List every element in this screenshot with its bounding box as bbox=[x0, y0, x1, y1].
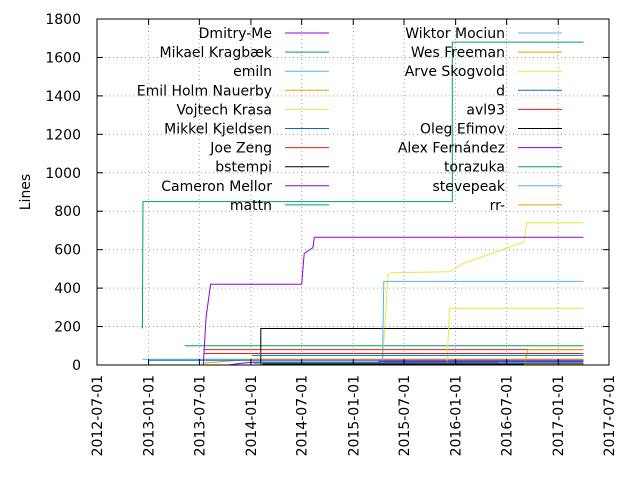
series-line bbox=[229, 361, 584, 366]
legend-label: Wes Freeman bbox=[411, 45, 505, 61]
legend-label: Alex Fernández bbox=[398, 141, 505, 157]
legend: Dmitry-Me Mikael Kragbæk emiln Emil Holm Na… bbox=[137, 26, 562, 214]
y-axis-label: Lines bbox=[18, 174, 34, 210]
legend-label: Mikael Kragbæk bbox=[159, 45, 272, 61]
y-tick-label: 1000 bbox=[45, 166, 81, 182]
y-tick-label: 1200 bbox=[45, 127, 81, 143]
x-tick-label: 2015-07-01 bbox=[397, 375, 413, 456]
x-tick-label: 2015-01-01 bbox=[346, 375, 362, 456]
legend-label: Emil Holm Nauerby bbox=[137, 83, 272, 99]
legend-label: stevepeak bbox=[433, 179, 506, 195]
series-line bbox=[523, 349, 584, 366]
legend-label: Arve Skogvold bbox=[405, 64, 505, 80]
legend-label: Wiktor Mociun bbox=[405, 26, 505, 42]
legend-label: Joe Zeng bbox=[209, 141, 272, 157]
x-tick-label: 2013-01-01 bbox=[142, 375, 158, 456]
y-tick-label: 1600 bbox=[45, 50, 81, 66]
legend-label: Oleg Efimov bbox=[420, 122, 505, 138]
axis-ticks: 0 200 400 600 800 1000 1200 1400 1600 1800 2012-07… bbox=[45, 12, 618, 456]
legend-label: torazuka bbox=[444, 160, 505, 176]
y-tick-label: 0 bbox=[72, 358, 81, 374]
series-line bbox=[202, 236, 584, 366]
legend-label: Mikkel Kjeldsen bbox=[164, 122, 272, 138]
series-line bbox=[381, 280, 584, 366]
x-tick-label: 2016-01-01 bbox=[449, 375, 465, 456]
x-tick-label: 2017-01-01 bbox=[551, 375, 567, 456]
x-tick-label: 2014-01-01 bbox=[244, 375, 260, 456]
legend-label: d bbox=[496, 83, 505, 99]
legend-label: rr- bbox=[490, 198, 505, 214]
series-line bbox=[446, 307, 584, 366]
x-tick-label: 2012-07-01 bbox=[90, 375, 106, 456]
y-tick-label: 800 bbox=[54, 204, 81, 220]
legend-label: emiln bbox=[233, 64, 272, 80]
grid bbox=[97, 19, 609, 365]
y-tick-label: 1800 bbox=[45, 12, 81, 28]
y-tick-label: 1400 bbox=[45, 89, 81, 105]
x-tick-label: 2014-07-01 bbox=[295, 375, 311, 456]
series-line bbox=[260, 328, 584, 365]
x-tick-label: 2016-07-01 bbox=[500, 375, 516, 456]
y-tick-label: 600 bbox=[54, 243, 81, 259]
series-line bbox=[203, 358, 584, 364]
legend-label: Cameron Mellor bbox=[161, 179, 272, 195]
series-line bbox=[381, 222, 584, 366]
legend-label: mattn bbox=[230, 198, 272, 214]
legend-label: avl93 bbox=[466, 102, 505, 118]
x-tick-label: 2013-07-01 bbox=[192, 375, 208, 456]
legend-label: Dmitry-Me bbox=[199, 26, 272, 42]
y-tick-label: 200 bbox=[54, 320, 81, 336]
legend-label: Vojtech Krasa bbox=[177, 102, 272, 118]
legend-label: bstempi bbox=[215, 160, 272, 176]
x-tick-label: 2017-07-01 bbox=[602, 375, 618, 456]
y-tick-label: 400 bbox=[54, 281, 81, 297]
series-line bbox=[141, 41, 584, 329]
series-lines bbox=[141, 41, 584, 366]
